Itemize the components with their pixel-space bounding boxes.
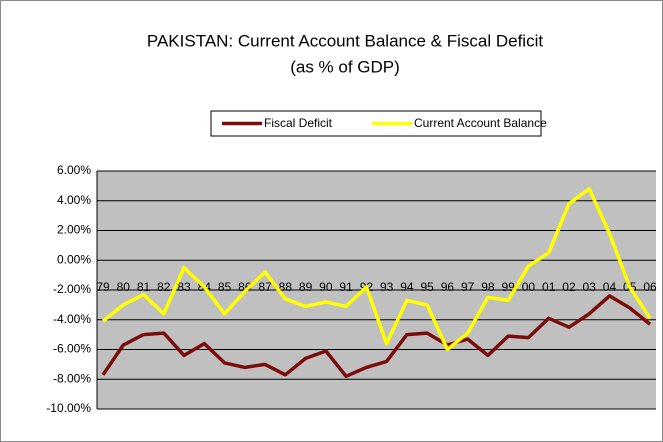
x-tick-label: 03 bbox=[583, 280, 597, 294]
x-tick-label: 95 bbox=[420, 280, 434, 294]
y-tick-label: -6.00% bbox=[53, 342, 91, 356]
x-tick-label: 06 bbox=[643, 280, 657, 294]
y-tick-label: -8.00% bbox=[53, 371, 91, 385]
y-tick-label: -4.00% bbox=[53, 312, 91, 326]
y-tick-label: 0.00% bbox=[57, 252, 91, 266]
x-tick-label: 97 bbox=[461, 280, 475, 294]
x-tick-label: 87 bbox=[258, 280, 272, 294]
x-tick-label: 90 bbox=[319, 280, 333, 294]
x-tick-label: 80 bbox=[117, 280, 131, 294]
x-tick-label: 88 bbox=[279, 280, 293, 294]
legend-label: Current Account Balance bbox=[414, 116, 547, 130]
x-tick-label: 91 bbox=[339, 280, 353, 294]
x-tick-label: 98 bbox=[481, 280, 495, 294]
x-tick-label: 96 bbox=[441, 280, 455, 294]
chart-title: PAKISTAN: Current Account Balance & Fisc… bbox=[147, 31, 543, 50]
y-tick-label: -10.00% bbox=[46, 401, 91, 415]
x-tick-label: 81 bbox=[137, 280, 151, 294]
x-tick-label: 04 bbox=[603, 280, 617, 294]
x-tick-label: 85 bbox=[218, 280, 232, 294]
x-tick-label: 79 bbox=[96, 280, 110, 294]
series-line bbox=[101, 187, 652, 352]
series-line bbox=[101, 294, 652, 379]
x-tick-label: 93 bbox=[380, 280, 394, 294]
y-tick-label: 4.00% bbox=[57, 193, 91, 207]
x-tick-label: 00 bbox=[522, 280, 536, 294]
x-tick-label: 83 bbox=[177, 280, 191, 294]
x-tick-label: 89 bbox=[299, 280, 313, 294]
x-tick-label: 99 bbox=[502, 280, 516, 294]
x-tick-label: 82 bbox=[157, 280, 171, 294]
x-tick-label: 01 bbox=[542, 280, 556, 294]
x-tick-label: 86 bbox=[238, 280, 252, 294]
x-tick-label: 02 bbox=[562, 280, 576, 294]
legend-label: Fiscal Deficit bbox=[264, 116, 333, 130]
x-tick-label: 94 bbox=[400, 280, 414, 294]
y-tick-label: 6.00% bbox=[57, 163, 91, 177]
y-tick-label: 2.00% bbox=[57, 223, 91, 237]
chart-subtitle: (as % of GDP) bbox=[290, 57, 400, 76]
y-tick-label: -2.00% bbox=[53, 282, 91, 296]
